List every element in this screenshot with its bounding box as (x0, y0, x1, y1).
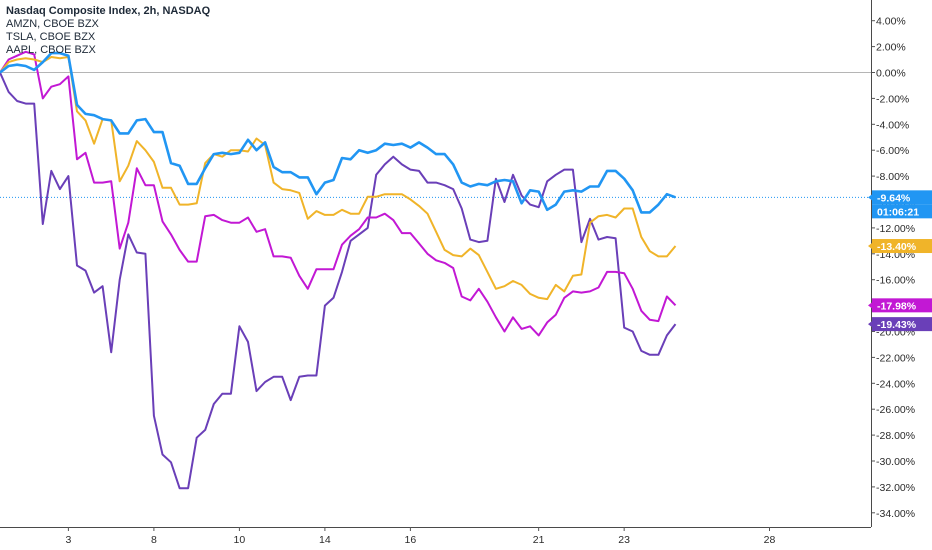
x-tick-label: 23 (618, 534, 630, 546)
y-tick-label: -6.00% (876, 145, 909, 157)
x-tick-label: 10 (234, 534, 246, 546)
legend-item-tsla[interactable]: TSLA, CBOE BZX (6, 31, 96, 43)
series-line-nasdaq-composite-index (0, 51, 676, 214)
y-tick-label: -34.00% (876, 508, 915, 520)
legend-main-symbol[interactable]: Nasdaq Composite Index, 2h, NASDAQ (6, 5, 211, 17)
last-value-badge (872, 317, 932, 332)
legend-item-amzn[interactable]: AMZN, CBOE BZX (6, 18, 99, 30)
x-tick-label: 14 (319, 534, 331, 546)
badge-pointer (868, 243, 872, 250)
badge-pointer (868, 194, 872, 201)
series-line-tsla (0, 50, 677, 337)
y-tick-label: -2.00% (876, 93, 909, 105)
x-tick-label: 16 (405, 534, 417, 546)
y-tick-label: -12.00% (876, 223, 915, 235)
series-lines (0, 50, 677, 490)
last-value-label: -13.40% (877, 241, 917, 253)
y-tick-label: -4.00% (876, 119, 909, 131)
countdown-badge (872, 204, 932, 219)
y-tick-label: -22.00% (876, 352, 915, 364)
x-tick-label: 8 (151, 534, 157, 546)
price-badges: -9.64% 01:06:21 -13.40% -17.98% -19.43% (868, 190, 932, 332)
y-tick-label: 2.00% (876, 42, 906, 54)
y-tick-label: -26.00% (876, 404, 915, 416)
grid (0, 72, 871, 198)
series-line-aapl (0, 72, 677, 490)
legend-item-aapl[interactable]: AAPL, CBOE BZX (6, 44, 96, 56)
badge-pointer (868, 302, 872, 309)
last-value-badge (872, 190, 932, 205)
countdown-label: 01:06:21 (877, 206, 919, 218)
y-axis: 4.00% 2.00% 0.00% -2.00% -4.00% -6.00% -8.00% -… (871, 0, 915, 527)
y-tick-label: -24.00% (876, 378, 915, 390)
last-value-label: -17.98% (877, 300, 917, 312)
x-tick-label: 28 (764, 534, 776, 546)
y-tick-label: -30.00% (876, 456, 915, 468)
last-value-badge (872, 239, 932, 254)
y-tick-label: -28.00% (876, 430, 915, 442)
x-axis: 3 8 10 14 16 21 23 28 (0, 527, 871, 546)
last-value-label: -9.64% (877, 192, 911, 204)
y-tick-label: 4.00% (876, 16, 906, 28)
last-value-label: -19.43% (877, 319, 917, 331)
y-tick-label: 0.00% (876, 68, 906, 80)
y-tick-label: -32.00% (876, 482, 915, 494)
series-line-amzn (0, 56, 677, 301)
last-value-badge (872, 298, 932, 313)
x-tick-label: 21 (533, 534, 545, 546)
badge-pointer (868, 321, 872, 328)
x-tick-label: 3 (65, 534, 71, 546)
y-tick-label: -8.00% (876, 171, 909, 183)
y-tick-label: -16.00% (876, 275, 915, 287)
legend: Nasdaq Composite Index, 2h, NASDAQ AMZN,… (6, 5, 210, 57)
